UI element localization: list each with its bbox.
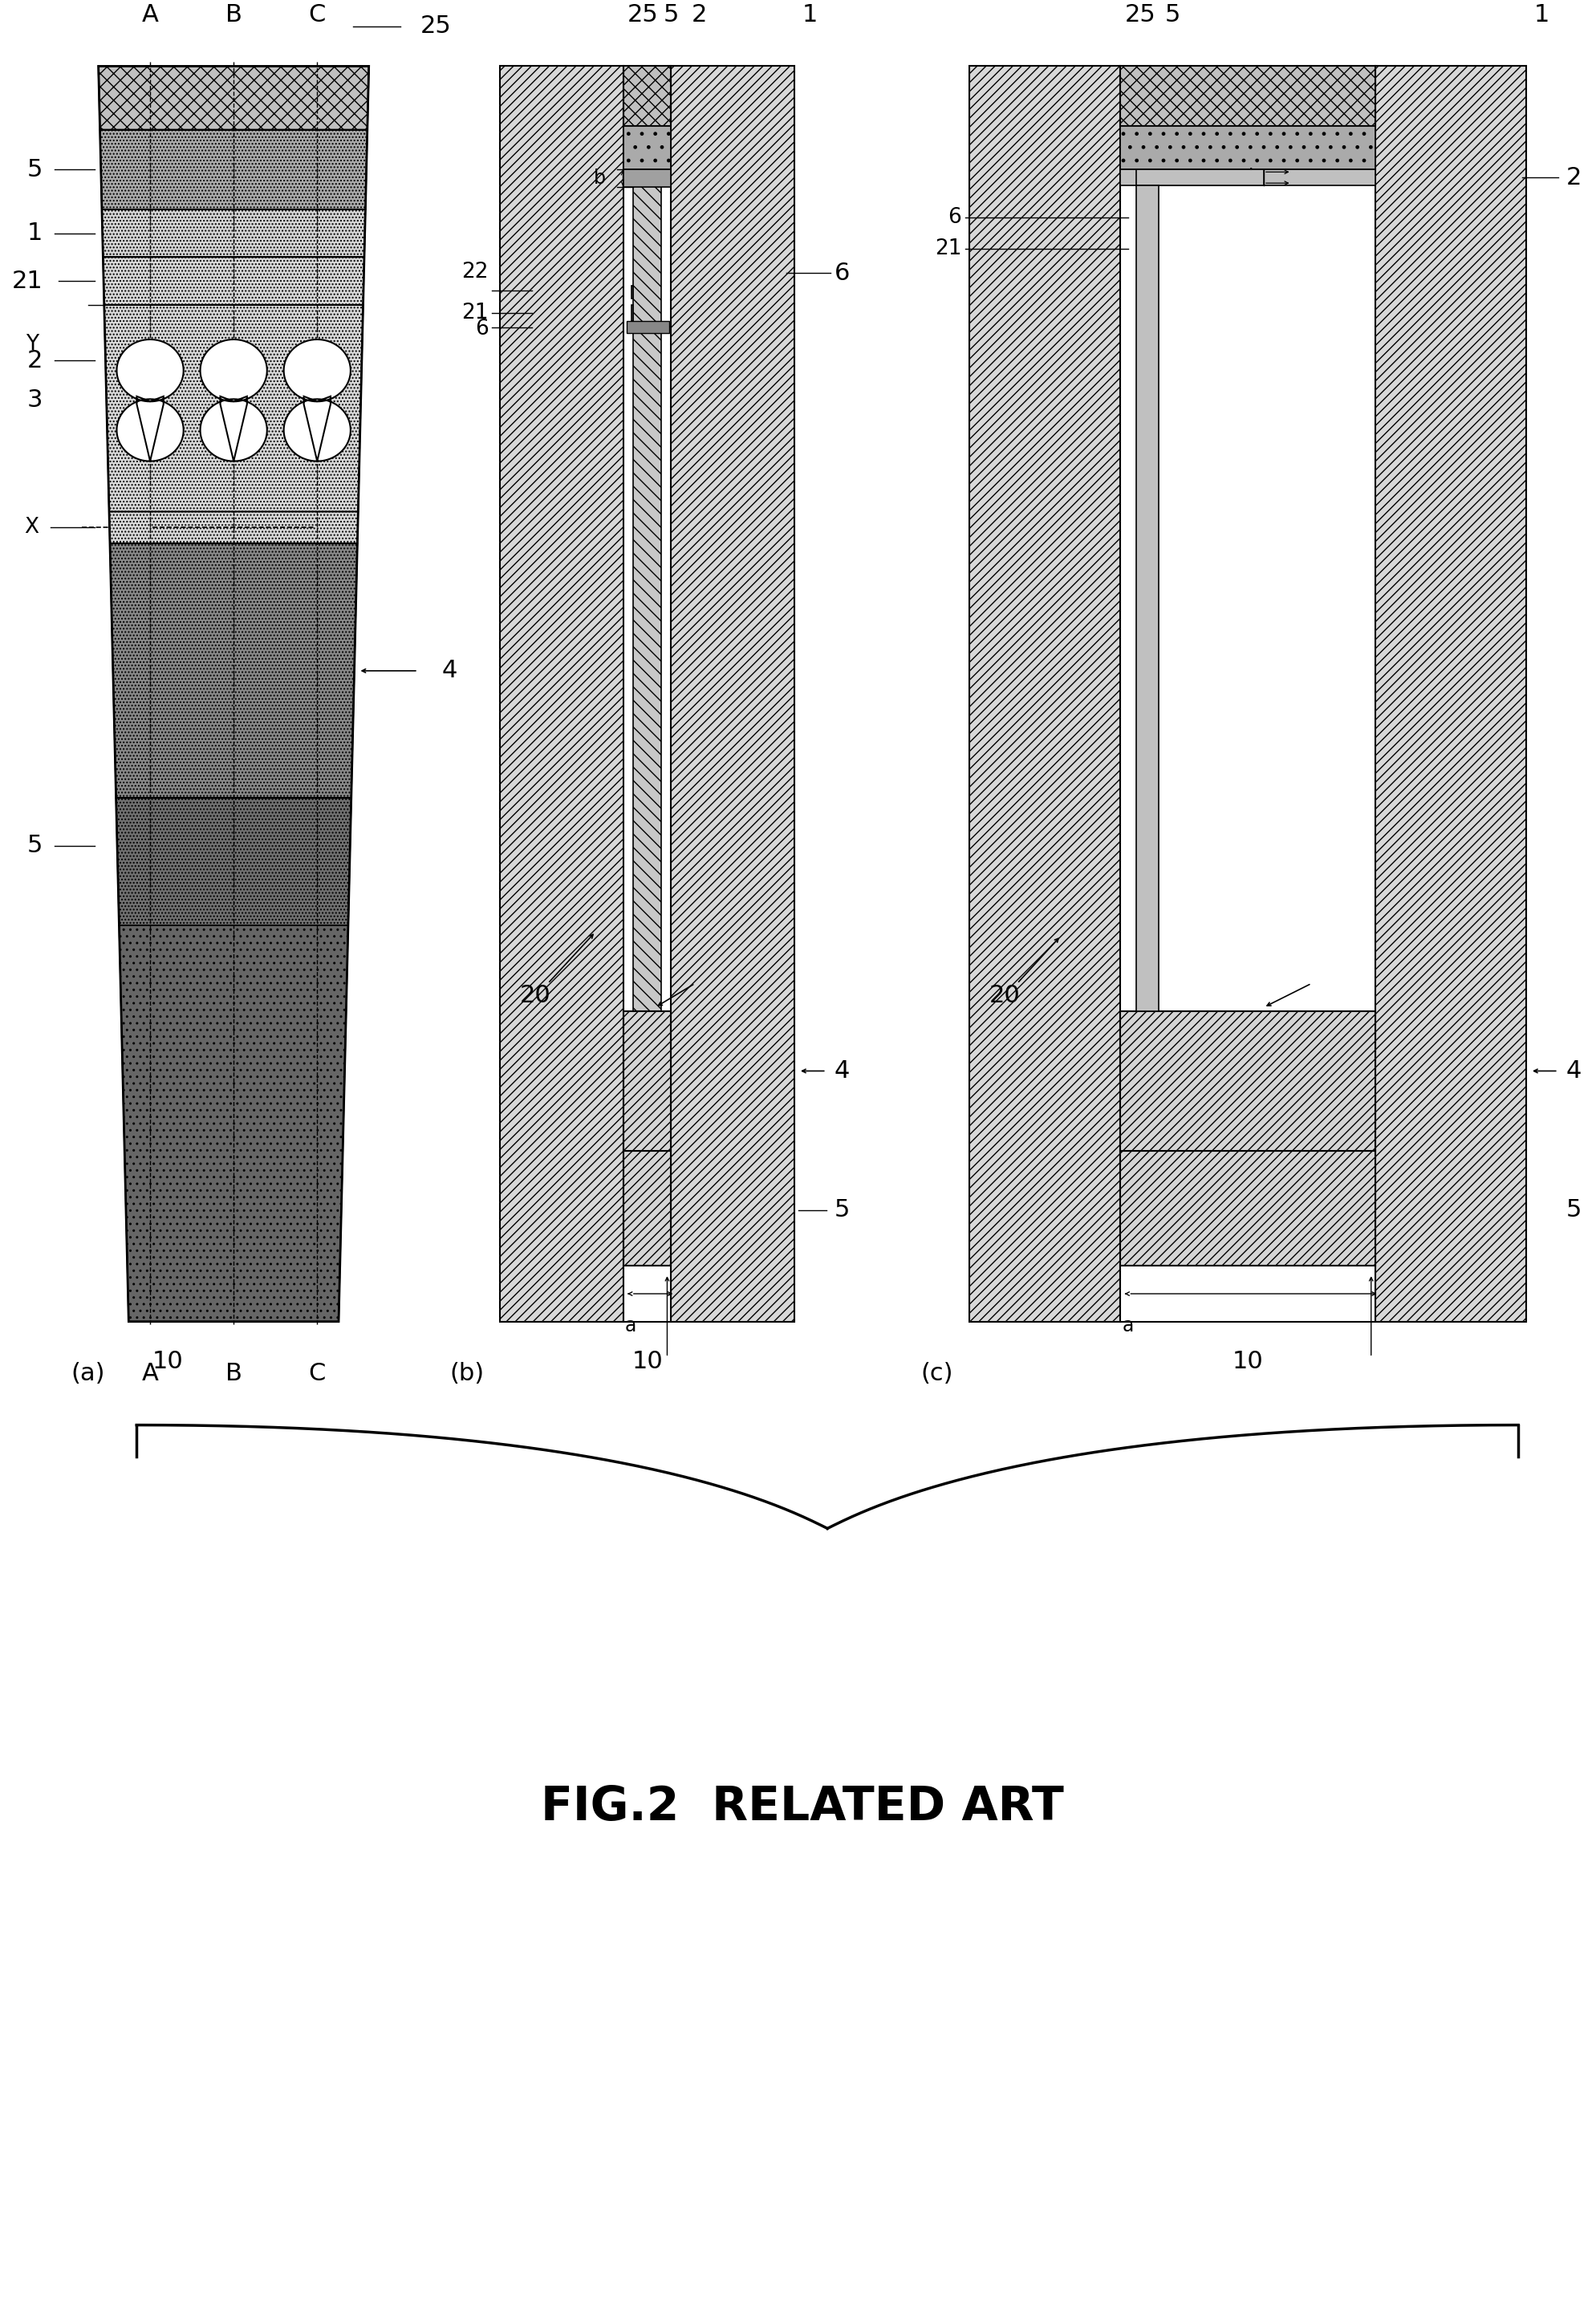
- Text: 21: 21: [461, 302, 488, 323]
- Text: C: C: [308, 2, 326, 26]
- Text: C: C: [308, 1362, 326, 1386]
- Text: b: b: [1248, 167, 1259, 188]
- Bar: [1120, 1012, 1374, 1151]
- Bar: [630, 285, 634, 299]
- Polygon shape: [284, 339, 351, 462]
- Text: 2: 2: [691, 2, 707, 26]
- Text: b: b: [594, 169, 605, 188]
- Text: (c): (c): [921, 1362, 953, 1386]
- Text: 5: 5: [27, 833, 43, 856]
- Bar: [1120, 1151, 1374, 1265]
- Bar: [500, 67, 622, 1321]
- Text: (b): (b): [450, 1362, 484, 1386]
- Bar: [634, 169, 661, 1012]
- Text: 25: 25: [420, 14, 452, 37]
- Text: X: X: [24, 518, 38, 538]
- Text: 10: 10: [153, 1351, 184, 1374]
- Bar: [1120, 125, 1374, 169]
- Bar: [1120, 67, 1374, 1321]
- Text: 22: 22: [461, 262, 488, 283]
- Bar: [1374, 67, 1526, 1321]
- Bar: [622, 1012, 670, 1151]
- Polygon shape: [109, 511, 358, 543]
- Text: 4: 4: [1566, 1058, 1580, 1082]
- Text: B: B: [225, 2, 243, 26]
- Text: 6: 6: [833, 262, 849, 285]
- Bar: [622, 1151, 670, 1265]
- Polygon shape: [104, 304, 362, 511]
- Text: 4: 4: [442, 659, 456, 682]
- Polygon shape: [117, 798, 351, 926]
- Bar: [624, 169, 670, 188]
- Text: 21: 21: [934, 239, 961, 260]
- Polygon shape: [120, 926, 348, 1321]
- Bar: [627, 320, 669, 332]
- Text: 1: 1: [27, 220, 43, 246]
- Text: 5: 5: [27, 158, 43, 181]
- Bar: [630, 304, 634, 320]
- Bar: [1120, 67, 1374, 125]
- Text: a: a: [1122, 1316, 1133, 1335]
- Bar: [1136, 186, 1159, 1012]
- Bar: [622, 67, 670, 1321]
- Text: 5: 5: [833, 1198, 849, 1221]
- Text: 3: 3: [27, 388, 43, 411]
- Bar: [1136, 169, 1262, 186]
- Text: (a): (a): [70, 1362, 105, 1386]
- Bar: [622, 1265, 670, 1321]
- Text: 6: 6: [948, 207, 961, 227]
- Bar: [622, 125, 670, 169]
- Polygon shape: [101, 130, 367, 209]
- Text: A: A: [142, 1362, 158, 1386]
- Polygon shape: [102, 209, 365, 258]
- Text: 25: 25: [1124, 2, 1156, 26]
- Polygon shape: [200, 339, 267, 462]
- Text: Y: Y: [26, 334, 38, 355]
- Text: 5: 5: [1163, 2, 1179, 26]
- Text: B: B: [225, 1362, 243, 1386]
- Text: FIG.2  RELATED ART: FIG.2 RELATED ART: [541, 1785, 1063, 1829]
- Text: 5: 5: [662, 2, 678, 26]
- Text: 2: 2: [1566, 165, 1580, 190]
- Text: 4: 4: [833, 1058, 849, 1082]
- Bar: [622, 67, 670, 125]
- Text: 1: 1: [801, 2, 817, 26]
- Text: 2: 2: [27, 348, 43, 371]
- Polygon shape: [104, 258, 364, 304]
- Text: 10: 10: [1232, 1351, 1262, 1374]
- Bar: [969, 67, 1120, 1321]
- Text: A: A: [142, 2, 158, 26]
- Bar: [1120, 1265, 1374, 1321]
- Bar: [670, 67, 795, 1321]
- Text: 6: 6: [474, 318, 488, 339]
- Bar: [1120, 169, 1374, 186]
- Polygon shape: [99, 67, 369, 130]
- Text: 1: 1: [1534, 2, 1550, 26]
- Text: a: a: [624, 1316, 637, 1335]
- Text: 10: 10: [632, 1351, 662, 1374]
- Text: 5: 5: [1566, 1198, 1580, 1221]
- Text: 21: 21: [11, 269, 43, 292]
- Text: 20: 20: [520, 984, 551, 1007]
- Polygon shape: [117, 339, 184, 462]
- Text: 25: 25: [627, 2, 658, 26]
- Polygon shape: [110, 543, 358, 798]
- Text: 20: 20: [990, 984, 1020, 1007]
